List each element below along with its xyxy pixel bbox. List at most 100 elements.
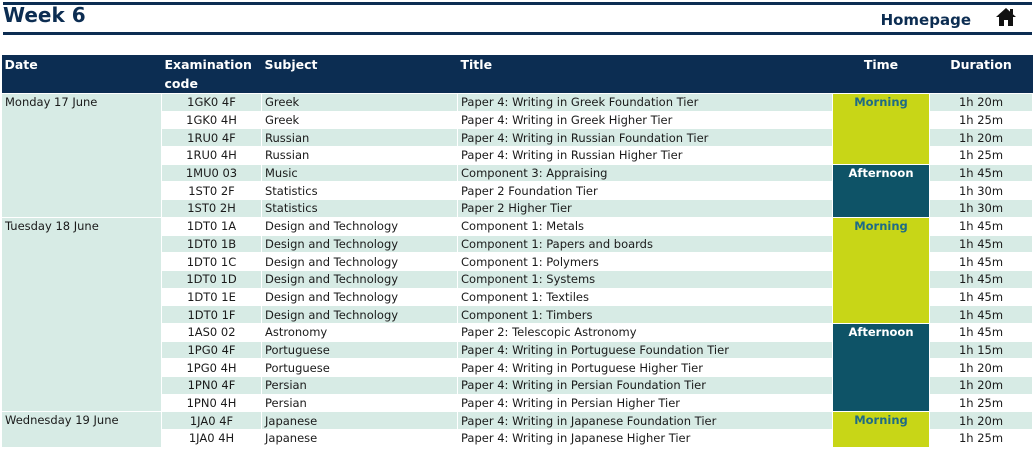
duration-cell: 1h 15m <box>929 340 1033 360</box>
table-row: 1PN0 4F Persian Paper 4: Writing in Persia… <box>2 376 1033 395</box>
duration-cell: 1h 25m <box>929 146 1033 165</box>
duration-cell: 1h 20m <box>929 128 1033 148</box>
table-row: 1PN0 4H Persian Paper 4: Writing in Persia… <box>2 393 1033 413</box>
table-row: 1RU0 4H Russian Paper 4: Writing in Russia… <box>2 146 1033 165</box>
column-header-date: Date <box>1 55 162 94</box>
duration-cell: 1h 45m <box>929 252 1033 271</box>
title-cell: Component 1: Polymers <box>457 252 833 271</box>
duration-cell: 1h 45m <box>929 305 1033 324</box>
table-row: 1PG0 4F Portuguese Paper 4: Writing in Por… <box>2 340 1033 360</box>
exam-code-cell: 1JA0 4H <box>161 429 262 448</box>
subject-cell: Persian <box>261 376 458 395</box>
table-row: 1DT0 1B Design and Technology Component 1:… <box>2 234 1033 254</box>
title-cell: Paper 4: Writing in Russian Foundation T… <box>457 128 833 148</box>
table-body: Monday 17 June 1GK0 4F Greek Paper 4: Writi… <box>1 93 1033 448</box>
subject-cell: Music <box>261 163 458 183</box>
duration-cell: 1h 25m <box>929 110 1033 130</box>
subject-cell: Design and Technology <box>261 234 458 254</box>
exam-code-cell: 1GK0 4F <box>161 93 262 112</box>
session-time-cell: Afternoon <box>832 163 930 218</box>
exam-code-cell: 1PN0 4F <box>161 376 262 395</box>
exam-code-cell: 1MU0 03 <box>161 163 262 183</box>
duration-cell: 1h 45m <box>929 322 1033 342</box>
subject-cell: Portuguese <box>261 358 458 377</box>
homepage-link[interactable]: Homepage <box>880 11 971 29</box>
subject-cell: Design and Technology <box>261 287 458 307</box>
title-cell: Component 1: Timbers <box>457 305 833 324</box>
table-header-row: Date Examination code Subject Title Time… <box>1 55 1033 94</box>
page-header <box>3 2 1032 35</box>
table-row: Tuesday 18 June 1DT0 1A Design and Technol… <box>1 216 1033 413</box>
exam-code-cell: 1AS0 02 <box>161 322 262 342</box>
subject-cell: Design and Technology <box>261 252 458 271</box>
column-header-subject: Subject <box>261 55 458 94</box>
exam-code-cell: 1PG0 4H <box>161 358 262 377</box>
table-row: 1MU0 03 Music Component 3: Appraising After… <box>2 163 1033 218</box>
exam-code-cell: 1RU0 4H <box>161 146 262 165</box>
exam-code-cell: 1PG0 4F <box>161 340 262 360</box>
subject-cell: Persian <box>261 393 458 413</box>
table-row: 1JA0 4H Japanese Paper 4: Writing in Japan… <box>2 429 1033 448</box>
subject-cell: Design and Technology <box>261 216 458 236</box>
subject-cell: Japanese <box>261 411 458 431</box>
title-cell: Paper 2: Telescopic Astronomy <box>457 322 833 342</box>
title-cell: Paper 4: Writing in Greek Higher Tier <box>457 110 833 130</box>
session-time-cell: Morning <box>832 216 930 324</box>
duration-cell: 1h 45m <box>929 234 1033 254</box>
title-cell: Component 1: Metals <box>457 216 833 236</box>
duration-cell: 1h 30m <box>929 199 1033 218</box>
session-time-cell: Morning <box>832 93 930 165</box>
title-cell: Paper 4: Writing in Persian Higher Tier <box>457 393 833 413</box>
date-cell: Tuesday 18 June <box>1 216 162 413</box>
subject-cell: Japanese <box>261 429 458 448</box>
subject-cell: Greek <box>261 110 458 130</box>
session-time-cell: Morning <box>832 411 930 448</box>
table-row: 1DT0 1C Design and Technology Component 1:… <box>2 252 1033 271</box>
subject-cell: Astronomy <box>261 322 458 342</box>
table-row: 1GK0 4H Greek Paper 4: Writing in Greek Hi… <box>2 110 1033 130</box>
page-title: Week 6 <box>3 3 86 27</box>
table-row: Wednesday 19 June 1JA0 4F Japanese Paper 4:… <box>1 411 1033 448</box>
title-cell: Paper 4: Writing in Greek Foundation Tie… <box>457 93 833 112</box>
subject-cell: Portuguese <box>261 340 458 360</box>
column-header-duration: Duration <box>929 55 1033 94</box>
exam-code-cell: 1DT0 1C <box>161 252 262 271</box>
exam-code-cell: 1DT0 1B <box>161 234 262 254</box>
duration-cell: 1h 20m <box>929 93 1033 112</box>
home-icon[interactable] <box>995 7 1017 27</box>
duration-cell: 1h 25m <box>929 393 1033 413</box>
duration-cell: 1h 45m <box>929 269 1033 289</box>
column-header-title: Title <box>457 55 833 94</box>
exam-code-cell: 1DT0 1A <box>161 216 262 236</box>
duration-cell: 1h 20m <box>929 358 1033 377</box>
title-cell: Component 1: Systems <box>457 269 833 289</box>
subject-cell: Design and Technology <box>261 269 458 289</box>
exam-code-cell: 1ST0 2H <box>161 199 262 218</box>
duration-cell: 1h 45m <box>929 287 1033 307</box>
title-cell: Paper 4: Writing in Portuguese Higher Ti… <box>457 358 833 377</box>
duration-cell: 1h 30m <box>929 181 1033 201</box>
duration-cell: 1h 45m <box>929 163 1033 183</box>
date-cell: Monday 17 June <box>1 93 162 218</box>
subject-cell: Russian <box>261 146 458 165</box>
subject-cell: Greek <box>261 93 458 112</box>
table-row: 1PG0 4H Portuguese Paper 4: Writing in Por… <box>2 358 1033 377</box>
exam-code-cell: 1ST0 2F <box>161 181 262 201</box>
exam-code-cell: 1PN0 4H <box>161 393 262 413</box>
title-cell: Paper 2 Higher Tier <box>457 199 833 218</box>
duration-cell: 1h 20m <box>929 411 1033 431</box>
exam-timetable: Date Examination code Subject Title Time… <box>1 55 1033 448</box>
title-cell: Component 1: Papers and boards <box>457 234 833 254</box>
exam-code-cell: 1DT0 1E <box>161 287 262 307</box>
table-row: 1ST0 2H Statistics Paper 2 Higher Tier 1h 3… <box>2 199 1033 218</box>
title-cell: Paper 4: Writing in Russian Higher Tier <box>457 146 833 165</box>
exam-code-cell: 1RU0 4F <box>161 128 262 148</box>
exam-code-cell: 1DT0 1F <box>161 305 262 324</box>
title-cell: Paper 4: Writing in Japanese Higher Tier <box>457 429 833 448</box>
subject-cell: Statistics <box>261 199 458 218</box>
title-cell: Paper 4: Writing in Persian Foundation T… <box>457 376 833 395</box>
title-cell: Paper 4: Writing in Portuguese Foundatio… <box>457 340 833 360</box>
subject-cell: Statistics <box>261 181 458 201</box>
duration-cell: 1h 45m <box>929 216 1033 236</box>
duration-cell: 1h 20m <box>929 376 1033 395</box>
